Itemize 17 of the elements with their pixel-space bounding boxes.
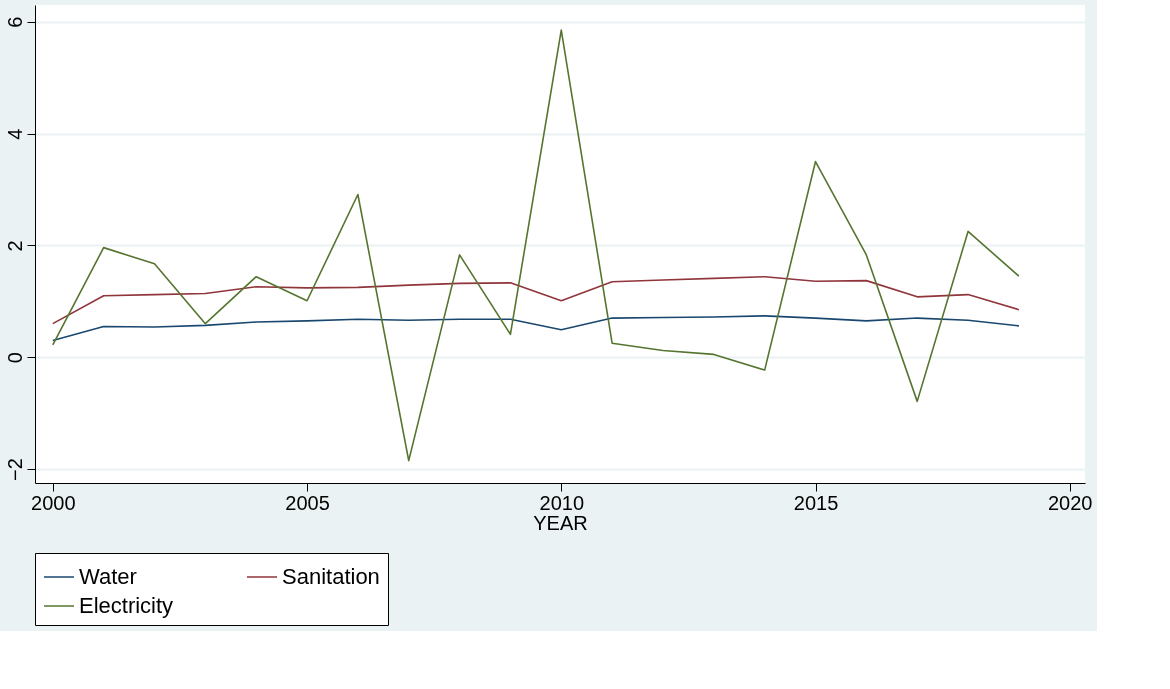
x-tick-label: 2000 — [31, 491, 76, 514]
y-tick-label: 6 — [3, 16, 26, 28]
legend-label: Electricity — [79, 593, 174, 618]
x-tick-label: 2010 — [539, 491, 585, 514]
y-tick-label: 4 — [3, 128, 26, 140]
x-tick-label: 2015 — [793, 491, 839, 514]
y-tick-label: 2 — [3, 240, 26, 252]
y-tick-label: 0 — [3, 352, 26, 364]
legend-label: Water — [79, 564, 137, 589]
x-tick-label: 2005 — [285, 491, 330, 514]
line-series — [52, 315, 1020, 342]
x-tick-label: 2020 — [1048, 491, 1093, 514]
legend-label: Sanitation — [282, 564, 380, 589]
line-series — [52, 275, 1020, 325]
x-axis-title: YEAR — [533, 511, 588, 534]
y-tick-label: −2 — [3, 458, 26, 481]
line-series — [52, 29, 1020, 462]
